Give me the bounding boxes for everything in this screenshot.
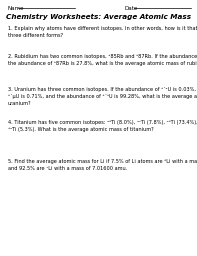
Text: 3. Uranium has three common isotopes. If the abundance of ³´²U is 0.03%, the abu: 3. Uranium has three common isotopes. If…	[8, 87, 197, 106]
Text: 2. Rubidium has two common isotopes, ³85Rb and ³87Rb. If the abundance of ³85Rb : 2. Rubidium has two common isotopes, ³85…	[8, 54, 197, 66]
Text: 5. Find the average atomic mass for Li if 7.5% of Li atoms are ⁶Li with a mass o: 5. Find the average atomic mass for Li i…	[8, 159, 197, 171]
Text: 1. Explain why atoms have different isotopes. In other words, how is it that hel: 1. Explain why atoms have different isot…	[8, 26, 197, 38]
Text: Name: Name	[8, 6, 24, 11]
Text: Date: Date	[124, 6, 137, 11]
Text: 4. Titanium has five common isotopes: ⁴⁶Ti (8.0%), ⁴⁷Ti (7.8%), ⁴⁸Ti (73.4%), ⁴⁹: 4. Titanium has five common isotopes: ⁴⁶…	[8, 120, 197, 132]
Text: Chemistry Worksheets: Average Atomic Mass: Chemistry Worksheets: Average Atomic Mas…	[6, 14, 191, 20]
